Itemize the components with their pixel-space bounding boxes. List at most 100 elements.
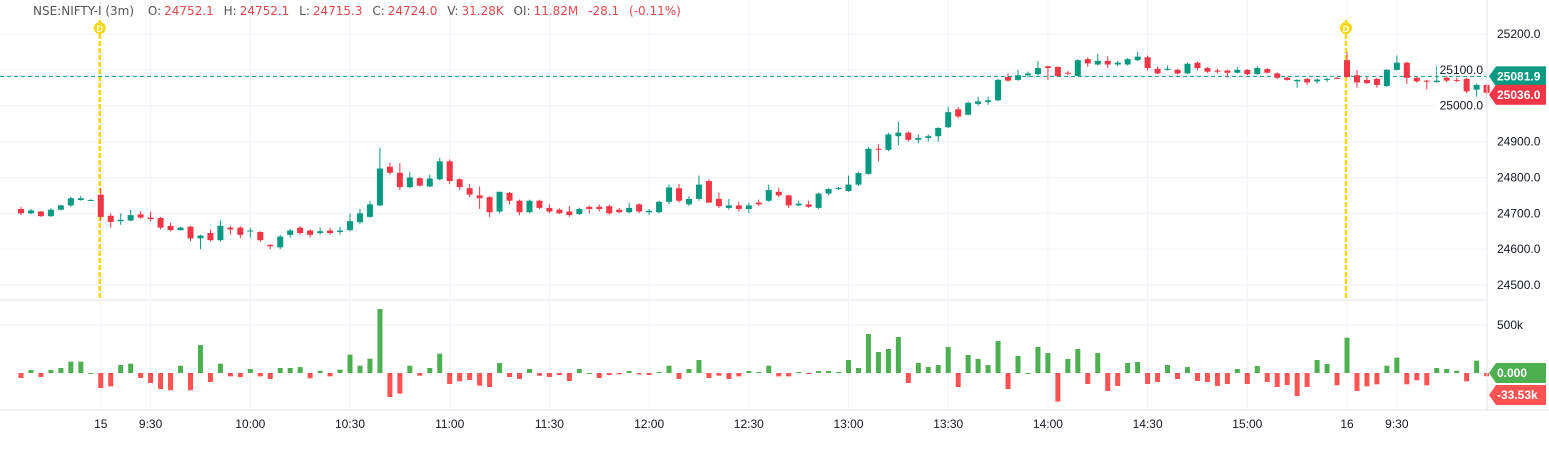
lower-pane-bar <box>666 365 672 373</box>
candle-body <box>27 210 34 214</box>
lower-pane-bar <box>1464 373 1470 382</box>
candle <box>526 199 533 214</box>
candle <box>436 157 443 181</box>
candle-body <box>1403 62 1410 78</box>
candle <box>1393 55 1400 71</box>
candle <box>366 200 373 218</box>
candle <box>1164 65 1171 71</box>
candle <box>855 172 862 187</box>
lower-pane-bar <box>247 368 253 373</box>
lower-pane-bar <box>1194 373 1200 381</box>
candle-body <box>1074 60 1081 76</box>
price-tick-label-bg <box>1437 60 1485 76</box>
candle <box>267 244 274 250</box>
candle-body <box>1005 77 1012 81</box>
candle <box>656 200 663 214</box>
open-value: 24752.1 <box>164 4 214 18</box>
lower-pane-bar <box>676 373 682 379</box>
lower-pane-bar <box>1204 373 1210 383</box>
candle-body <box>37 211 44 217</box>
candle <box>37 210 44 217</box>
candle <box>1234 66 1241 74</box>
candle <box>805 200 812 208</box>
candle-body <box>1124 59 1131 65</box>
candle-body <box>257 231 264 241</box>
candle <box>556 208 563 215</box>
candle-body <box>167 225 174 231</box>
candle-body <box>865 148 872 174</box>
candle <box>945 106 952 128</box>
candle-body <box>556 209 563 214</box>
candle-body <box>616 209 623 213</box>
lower-pane-bar <box>626 370 632 373</box>
candle-body <box>197 235 204 239</box>
candle <box>307 229 314 238</box>
candle <box>466 183 473 198</box>
candle <box>1074 59 1081 77</box>
candle-body <box>905 132 912 140</box>
candle-body <box>875 148 882 150</box>
candle <box>1204 66 1211 73</box>
candle <box>1413 77 1420 83</box>
lower-zero-tag-text: 0.000 <box>1497 366 1527 380</box>
candle-body <box>396 172 403 188</box>
lower-pane-bar <box>1444 368 1450 373</box>
candle <box>566 206 573 217</box>
candle <box>1154 66 1161 75</box>
candle <box>177 226 184 231</box>
lower-pane-bar <box>377 309 383 373</box>
candle-body <box>1284 77 1291 80</box>
lower-pane-bar <box>1184 367 1190 373</box>
lower-pane-bar <box>696 360 702 373</box>
candle <box>117 213 124 225</box>
candle <box>895 121 902 146</box>
lower-pane-bar <box>1454 370 1460 373</box>
lower-pane-bar <box>965 355 971 373</box>
candle-body <box>885 134 892 150</box>
symbol-label[interactable]: NSE:NIFTY-I (3m) <box>33 4 135 18</box>
lower-pane-bar <box>1364 373 1370 387</box>
candle <box>685 196 692 207</box>
candle <box>905 131 912 142</box>
candle-body <box>247 230 254 232</box>
price-tick-label: 24900.0 <box>1497 135 1541 149</box>
candle-body <box>955 109 962 117</box>
candle <box>1114 60 1121 67</box>
candle-body <box>516 200 523 213</box>
candle-body <box>1064 72 1071 74</box>
candle-body <box>57 205 64 210</box>
candle-body <box>386 166 393 173</box>
candle-body <box>1363 79 1370 84</box>
lower-pane-bar <box>1035 346 1041 373</box>
candle <box>197 234 204 250</box>
candle <box>496 191 503 214</box>
lower-pane-bar <box>1304 373 1310 388</box>
candle <box>1453 77 1460 83</box>
candle <box>456 178 463 190</box>
candle <box>586 205 593 214</box>
candle-body <box>1274 73 1281 78</box>
candle <box>915 134 922 144</box>
candle-body <box>1024 73 1031 76</box>
candle-body <box>1393 62 1400 70</box>
lower-pane-bar <box>596 373 602 378</box>
lower-pane-bar <box>28 370 34 373</box>
candle-body <box>685 198 692 205</box>
lower-pane-bar <box>1284 373 1290 385</box>
lower-zero-tag: 0.000 <box>1489 363 1546 383</box>
lower-pane-bar <box>895 337 901 373</box>
candle-body <box>626 207 633 213</box>
lower-pane-bar <box>1224 373 1230 385</box>
candle-body <box>1234 69 1241 73</box>
candle <box>1344 51 1351 78</box>
candle <box>1463 77 1470 94</box>
lower-pane-bar <box>546 373 552 378</box>
candle <box>705 179 712 204</box>
lower-pane-bar <box>636 373 642 375</box>
candle-body <box>267 244 274 247</box>
candle <box>227 225 234 235</box>
lower-pane-bar <box>686 368 692 373</box>
lower-last-tag-bg <box>1489 385 1546 405</box>
